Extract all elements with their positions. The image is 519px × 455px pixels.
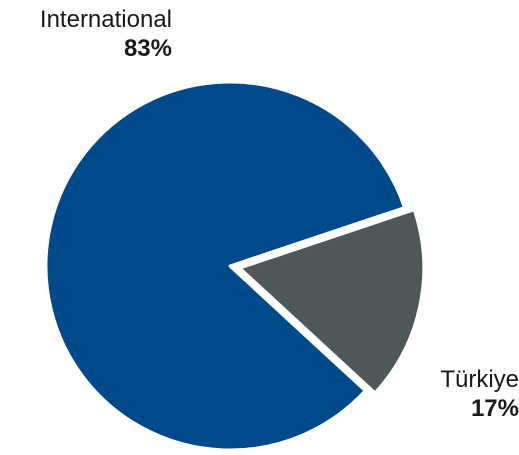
- slice-value-international: 83%: [123, 34, 172, 62]
- slice-label-turkiye: Türkiye 17%: [380, 366, 519, 424]
- slice-label-international: International 83%: [0, 6, 172, 64]
- pie-slice-international: [44, 80, 406, 452]
- slice-value-turkiye: 17%: [470, 394, 519, 422]
- slice-name-turkiye: Türkiye: [440, 366, 519, 393]
- pie-slice-t-rkiye: [238, 208, 426, 395]
- slice-name-international: International: [39, 6, 172, 33]
